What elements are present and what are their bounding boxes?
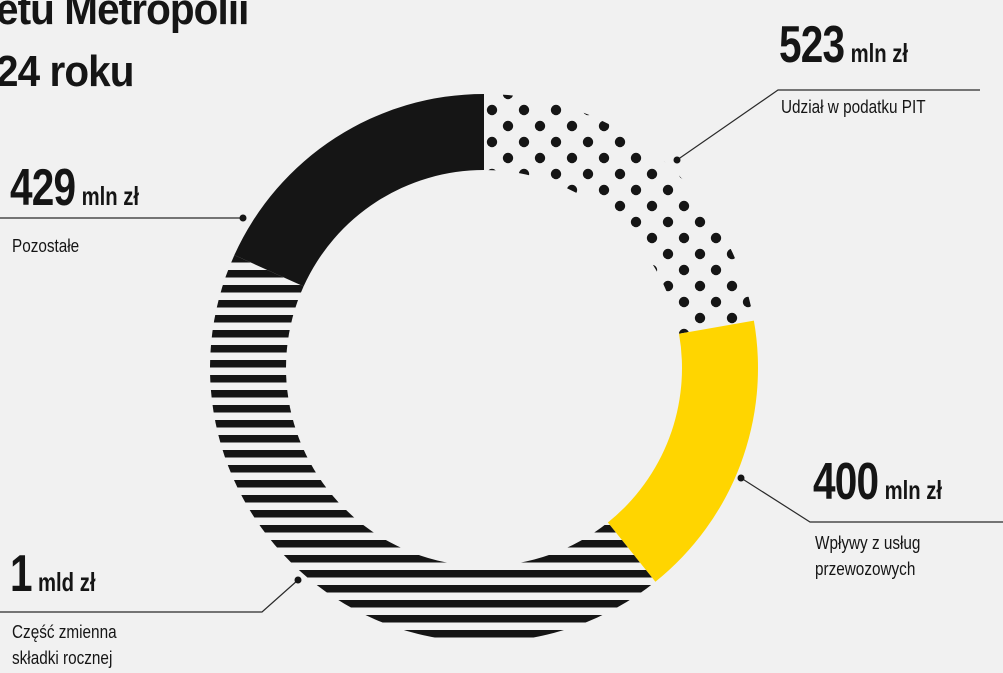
amount-other: 429 mln zł <box>10 162 139 214</box>
leader-line-contribution <box>0 579 299 613</box>
amount-contribution-value: 1 <box>10 545 33 603</box>
amount-pit-value: 523 <box>779 16 845 74</box>
category-transport-line-2: przewozowych <box>815 559 916 579</box>
leader-dot-contribution <box>294 576 302 584</box>
leader-line-transport <box>740 477 1003 523</box>
donut-slice-4 <box>234 94 484 287</box>
leader-dot-other <box>239 214 247 222</box>
donut-slice-3 <box>209 255 656 643</box>
leader-dot-transport <box>737 474 745 482</box>
donut-slice-2 <box>607 320 758 582</box>
amount-pit-unit: mln zł <box>850 38 909 68</box>
amount-other-unit: mln zł <box>81 181 140 211</box>
category-other: Pozostałe <box>12 236 80 256</box>
category-contribution: Część zmienna składki rocznej <box>12 619 117 671</box>
category-transport-line-1: Wpływy z usług <box>815 533 921 553</box>
amount-transport-value: 400 <box>813 453 879 511</box>
leader-dot-pit <box>673 156 681 164</box>
donut-slices <box>209 94 758 643</box>
amount-contribution: 1 mld zł <box>10 548 95 600</box>
amount-contribution-unit: mld zł <box>38 567 96 597</box>
amount-transport-unit: mln zł <box>884 475 943 505</box>
amount-other-value: 429 <box>10 159 76 217</box>
amount-transport: 400 mln zł <box>813 456 942 508</box>
category-transport: Wpływy z usług przewozowych <box>815 530 920 582</box>
category-contribution-line-1: Część zmienna <box>12 622 117 642</box>
page-title-line-2: 24 roku <box>0 47 134 96</box>
leader-line-pit <box>676 89 980 161</box>
leader-lines <box>0 89 1003 613</box>
category-pit: Udział w podatku PIT <box>781 97 926 117</box>
amount-pit: 523 mln zł <box>779 19 908 71</box>
category-contribution-line-2: składki rocznej <box>12 648 113 668</box>
page-title-line-1: etu Metropolii <box>0 0 249 34</box>
donut-slice-1 <box>484 94 754 334</box>
